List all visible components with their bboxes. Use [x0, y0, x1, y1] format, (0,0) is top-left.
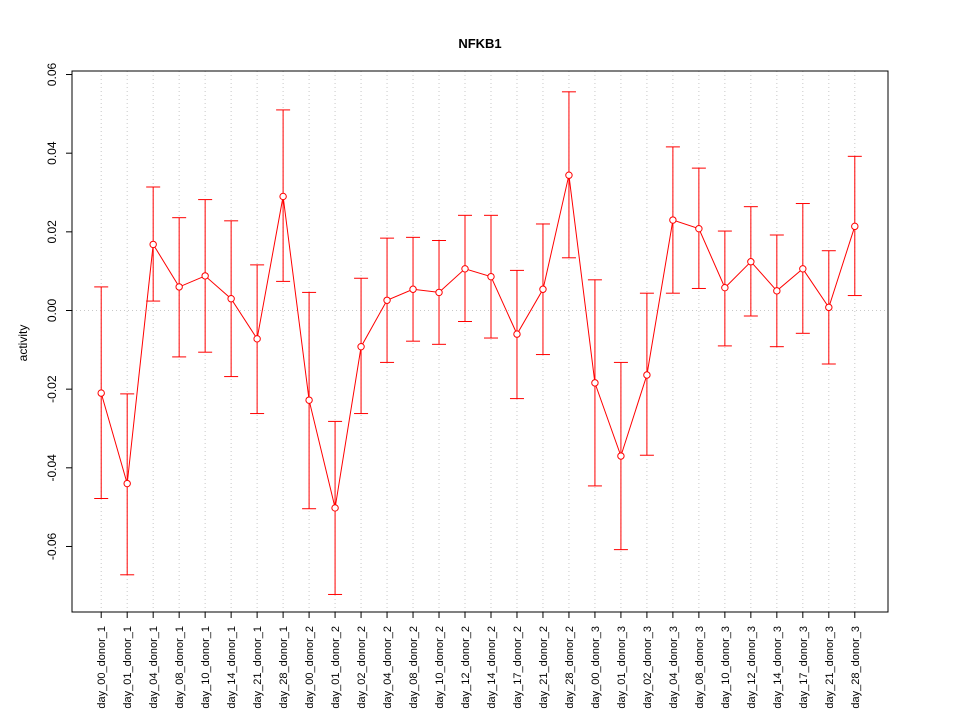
- data-point: [851, 222, 859, 231]
- data-point: [331, 504, 339, 512]
- y-tick-label: 0.02: [45, 220, 59, 244]
- x-tick-label: day_21_donor_3: [824, 626, 836, 709]
- x-tick-label: day_04_donor_3: [668, 626, 680, 709]
- x-tick-label: day_08_donor_1: [174, 626, 186, 709]
- data-point: [123, 479, 131, 488]
- data-point: [643, 371, 651, 379]
- data-point: [305, 396, 313, 404]
- x-tick-label: day_00_donor_2: [304, 626, 316, 709]
- series-group: [94, 91, 862, 595]
- x-tick-label: day_17_donor_3: [798, 626, 810, 709]
- x-tick-label: day_14_donor_2: [486, 626, 498, 709]
- x-tick-label: day_28_donor_2: [564, 626, 576, 709]
- data-point: [721, 283, 729, 292]
- x-tick-label: day_28_donor_3: [850, 626, 862, 709]
- data-point: [565, 171, 573, 179]
- data-point: [695, 224, 703, 233]
- x-tick-label: day_01_donor_3: [616, 626, 628, 709]
- data-point: [669, 216, 677, 224]
- chart-title: NFKB1: [458, 36, 501, 51]
- y-axis-label: activity: [16, 325, 30, 362]
- x-tick-label: day_12_donor_2: [460, 626, 472, 709]
- x-tick-label: day_10_donor_1: [200, 626, 212, 709]
- data-point: [175, 283, 183, 291]
- data-point: [773, 287, 781, 295]
- grid-lines: [72, 71, 888, 612]
- x-tick-label: day_14_donor_1: [226, 626, 238, 709]
- x-tick-label: day_01_donor_2: [330, 626, 342, 709]
- data-point: [825, 303, 833, 312]
- x-tick-label: day_01_donor_1: [122, 626, 134, 709]
- x-tick-label: day_00_donor_3: [590, 626, 602, 709]
- x-tick-label: day_02_donor_3: [642, 626, 654, 709]
- data-point: [513, 330, 521, 338]
- data-point: [799, 265, 807, 273]
- data-point: [461, 265, 469, 273]
- x-tick-label: day_14_donor_3: [772, 626, 784, 709]
- series-line: [100, 175, 856, 509]
- data-point: [747, 258, 755, 266]
- x-tick-label: day_21_donor_1: [252, 626, 264, 709]
- y-tick-label: 0.04: [45, 141, 59, 165]
- y-tick-label: 0.06: [45, 63, 59, 87]
- y-tick-label: -0.04: [45, 454, 59, 482]
- data-point: [279, 192, 287, 201]
- x-tick-label: day_04_donor_1: [148, 626, 160, 709]
- data-point: [591, 379, 599, 387]
- data-point: [435, 288, 443, 297]
- data-point: [357, 342, 365, 351]
- data-point: [383, 296, 391, 304]
- x-tick-label: day_10_donor_3: [720, 626, 732, 709]
- x-tick-label: day_17_donor_2: [512, 626, 524, 709]
- y-tick-label: 0.00: [45, 298, 59, 322]
- axes: -0.06 -0.04 -0.02 0.00 0.02 0.04 0.06 day_00_do…: [45, 63, 862, 709]
- x-tick-label: day_08_donor_3: [694, 626, 706, 709]
- plot-frame: [71, 70, 889, 613]
- data-point: [253, 335, 261, 343]
- data-point: [487, 272, 495, 281]
- data-point: [539, 285, 547, 293]
- x-tick-label: day_28_donor_1: [278, 626, 290, 709]
- x-tick-label: day_21_donor_2: [538, 626, 550, 709]
- data-point: [149, 240, 157, 249]
- x-tick-label: day_02_donor_2: [356, 626, 368, 709]
- x-tick-label: day_12_donor_3: [746, 626, 758, 709]
- x-tick-label: day_10_donor_2: [434, 626, 446, 709]
- data-point: [97, 389, 105, 397]
- data-point: [617, 452, 625, 460]
- y-tick-label: -0.02: [45, 375, 59, 403]
- data-point: [227, 295, 235, 303]
- x-tick-label: day_00_donor_1: [96, 626, 108, 709]
- data-point: [409, 285, 417, 293]
- y-tick-label: -0.06: [45, 532, 59, 560]
- data-point: [201, 272, 209, 280]
- x-tick-label: day_04_donor_2: [382, 626, 394, 709]
- x-tick-label: day_08_donor_2: [408, 626, 420, 709]
